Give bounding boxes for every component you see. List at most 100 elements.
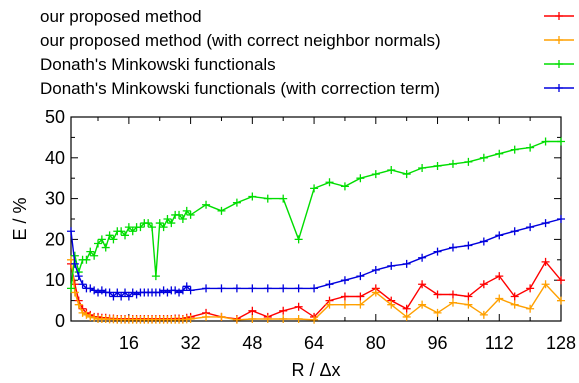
data-point <box>418 254 426 262</box>
data-point <box>295 235 303 243</box>
x-tick-label: 32 <box>181 333 201 353</box>
data-point <box>79 309 87 317</box>
y-tick-label: 20 <box>45 229 65 249</box>
data-point <box>480 237 488 245</box>
data-point <box>295 303 303 311</box>
data-point <box>163 288 171 296</box>
data-point <box>449 290 457 298</box>
data-point <box>217 284 225 292</box>
data-point <box>279 195 287 203</box>
data-point <box>542 219 550 227</box>
data-point <box>248 315 256 323</box>
x-tick-label: 128 <box>546 333 576 353</box>
data-point <box>356 293 364 301</box>
data-point <box>542 137 550 145</box>
data-point <box>449 160 457 168</box>
series-2 <box>67 137 565 292</box>
data-point <box>387 262 395 270</box>
legend-swatch-marker <box>555 12 563 20</box>
data-point <box>156 288 164 296</box>
data-point <box>356 272 364 280</box>
y-tick-label: 50 <box>45 107 65 127</box>
data-point <box>403 170 411 178</box>
data-point <box>511 227 519 235</box>
x-tick-label: 48 <box>242 333 262 353</box>
series-3 <box>67 215 565 301</box>
series-group <box>67 137 565 323</box>
data-point <box>295 315 303 323</box>
data-point <box>310 184 318 192</box>
data-point <box>434 248 442 256</box>
data-point <box>248 307 256 315</box>
data-point <box>295 284 303 292</box>
data-point <box>557 137 565 145</box>
data-point <box>387 166 395 174</box>
data-point <box>152 272 160 280</box>
x-tick-label: 80 <box>366 333 386 353</box>
series-0 <box>67 258 565 323</box>
data-point <box>67 227 75 235</box>
data-point <box>94 288 102 296</box>
data-point <box>449 299 457 307</box>
data-point <box>264 195 272 203</box>
x-tick-label: 96 <box>428 333 448 353</box>
data-point <box>202 284 210 292</box>
y-tick-label: 30 <box>45 189 65 209</box>
data-point <box>511 301 519 309</box>
data-point <box>233 284 241 292</box>
data-point <box>175 288 183 296</box>
data-point <box>90 286 98 294</box>
data-point <box>217 313 225 321</box>
data-point <box>310 284 318 292</box>
data-point <box>526 223 534 231</box>
data-point <box>449 244 457 252</box>
data-point <box>102 244 110 252</box>
data-point <box>434 162 442 170</box>
data-point <box>202 201 210 209</box>
legend-swatch-marker <box>555 60 563 68</box>
legend-label: our proposed method (with correct neighb… <box>40 31 441 50</box>
data-point <box>82 256 90 264</box>
data-point <box>264 284 272 292</box>
data-point <box>75 272 83 280</box>
series-line <box>71 142 561 289</box>
legend-label: our proposed method <box>40 7 202 26</box>
data-point <box>464 158 472 166</box>
data-point <box>372 170 380 178</box>
data-point <box>133 290 141 298</box>
data-point <box>279 315 287 323</box>
y-tick-label: 40 <box>45 148 65 168</box>
data-point <box>341 276 349 284</box>
x-axis-label: R / Δx <box>291 360 340 380</box>
data-point <box>434 309 442 317</box>
y-tick-label: 0 <box>55 311 65 331</box>
data-point <box>217 207 225 215</box>
data-point <box>418 280 426 288</box>
data-point <box>418 164 426 172</box>
y-tick-label: 10 <box>45 270 65 290</box>
x-tick-label: 112 <box>485 333 514 353</box>
x-tick-label: 64 <box>304 333 324 353</box>
data-point <box>326 178 334 186</box>
data-point <box>464 301 472 309</box>
data-point <box>248 284 256 292</box>
data-point <box>464 242 472 250</box>
data-point <box>372 266 380 274</box>
legend: our proposed method our proposed method (… <box>40 7 574 98</box>
data-point <box>341 301 349 309</box>
data-point <box>356 174 364 182</box>
data-point <box>82 311 90 319</box>
data-point <box>171 286 179 294</box>
data-point <box>98 286 106 294</box>
data-point <box>248 193 256 201</box>
data-point <box>511 146 519 154</box>
data-point <box>526 144 534 152</box>
data-point <box>160 286 168 294</box>
legend-label: Donath's Minkowski functionals <box>40 55 276 74</box>
data-point <box>495 231 503 239</box>
legend-swatch-marker <box>555 84 563 92</box>
data-point <box>279 284 287 292</box>
data-point <box>279 307 287 315</box>
y-axis-label: E / % <box>10 197 30 240</box>
